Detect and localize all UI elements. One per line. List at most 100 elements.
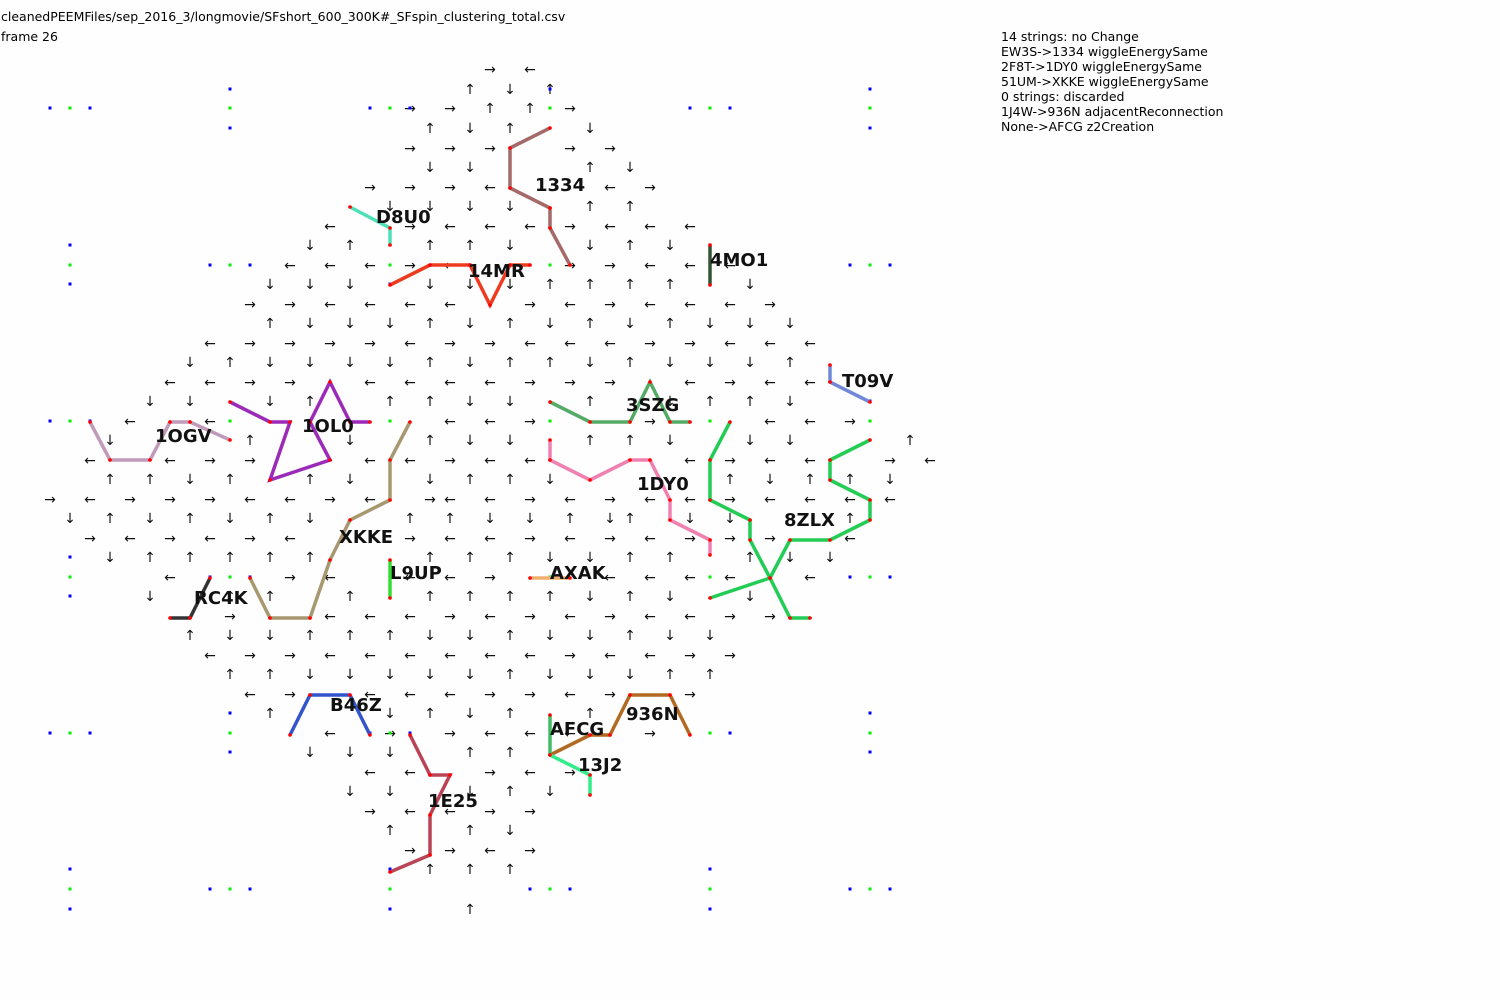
arrow-down-icon: ↓ — [624, 316, 636, 332]
arrow-up-icon: ↑ — [144, 472, 156, 488]
arrow-down-icon: ↓ — [704, 316, 716, 332]
arrow-up-icon: ↑ — [304, 628, 316, 644]
arrow-left-icon: ← — [684, 219, 696, 235]
site-marker-blue — [728, 731, 732, 735]
string-joint — [428, 853, 432, 857]
site-marker-green — [868, 419, 872, 423]
arrow-left-icon: ← — [844, 531, 856, 547]
arrow-up-icon: ↑ — [504, 121, 516, 137]
arrow-up-icon: ↑ — [624, 589, 636, 605]
arrow-down-icon: ↓ — [664, 238, 676, 254]
arrow-down-icon: ↓ — [304, 667, 316, 683]
arrow-left-icon: ← — [364, 687, 376, 703]
arrow-down-icon: ↓ — [584, 121, 596, 137]
site-marker-green — [868, 575, 872, 579]
arrow-left-icon: ← — [284, 531, 296, 547]
arrow-down-icon: ↓ — [464, 316, 476, 332]
site-marker-blue — [228, 711, 232, 715]
arrow-up-icon: ↑ — [704, 667, 716, 683]
string-joint — [708, 283, 712, 287]
arrow-up-icon: ↑ — [304, 550, 316, 566]
arrow-left-icon: ← — [324, 258, 336, 274]
arrow-right-icon: → — [444, 453, 456, 469]
arrow-right-icon: → — [564, 375, 576, 391]
site-marker-green — [68, 263, 72, 267]
site-marker-blue — [548, 87, 552, 91]
arrow-down-icon: ↓ — [424, 667, 436, 683]
arrow-right-icon: → — [244, 336, 256, 352]
arrow-down-icon: ↓ — [504, 823, 516, 839]
site-marker-green — [868, 263, 872, 267]
arrow-down-icon: ↓ — [304, 511, 316, 527]
string-joint — [708, 498, 712, 502]
arrow-down-icon: ↓ — [784, 316, 796, 332]
arrow-left-icon: ← — [564, 687, 576, 703]
arrow-left-icon: ← — [804, 336, 816, 352]
arrow-down-icon: ↓ — [424, 199, 436, 215]
site-marker-blue — [868, 87, 872, 91]
arrow-down-icon: ↓ — [64, 511, 76, 527]
arrow-right-icon: → — [524, 609, 536, 625]
string-joint — [368, 420, 372, 424]
string-joint — [548, 458, 552, 462]
string-joint — [188, 616, 192, 620]
arrow-down-icon: ↓ — [504, 199, 516, 215]
arrow-down-icon: ↓ — [304, 277, 316, 293]
string-joint — [388, 596, 392, 600]
arrow-up-icon: ↑ — [344, 589, 356, 605]
site-marker-green — [388, 419, 392, 423]
arrow-up-icon: ↑ — [664, 316, 676, 332]
arrow-left-icon: ← — [804, 453, 816, 469]
arrow-up-icon: ↑ — [744, 394, 756, 410]
arrow-right-icon: → — [404, 843, 416, 859]
string-14MR — [389, 263, 530, 309]
arrow-right-icon: → — [684, 687, 696, 703]
string-joint — [428, 773, 432, 777]
arrow-right-icon: → — [524, 375, 536, 391]
string-1334 — [508, 126, 572, 266]
string-joint — [568, 576, 572, 580]
arrow-right-icon: → — [404, 219, 416, 235]
arrow-up-icon: ↑ — [264, 667, 276, 683]
arrow-up-icon: ↑ — [384, 823, 396, 839]
site-marker-blue — [48, 731, 52, 735]
arrow-left-icon: ← — [444, 804, 456, 820]
arrow-up-icon: ↑ — [904, 433, 916, 449]
string-joint — [508, 263, 512, 267]
arrow-right-icon: → — [604, 141, 616, 157]
arrow-down-icon: ↓ — [664, 355, 676, 371]
string-label: 3SZG — [626, 395, 679, 416]
arrow-left-icon: ← — [444, 531, 456, 547]
arrow-right-icon: → — [444, 609, 456, 625]
arrow-down-icon: ↓ — [884, 472, 896, 488]
string-labels: 1334 D8U0 14MR 4MO1 T09V 3SZG 1OGV 1OL0 1DY0 8ZLX… — [155, 175, 893, 812]
arrow-right-icon: → — [404, 180, 416, 196]
string-joint — [748, 518, 752, 522]
string-joint — [828, 478, 832, 482]
arrow-up-icon: ↑ — [424, 355, 436, 371]
site-marker-blue — [888, 263, 892, 267]
arrow-down-icon: ↓ — [184, 472, 196, 488]
string-joint — [428, 813, 432, 817]
arrow-down-icon: ↓ — [484, 511, 496, 527]
arrow-up-icon: ↑ — [624, 511, 636, 527]
arrow-right-icon: → — [224, 609, 236, 625]
arrow-down-icon: ↓ — [464, 160, 476, 176]
arrow-down-icon: ↓ — [424, 472, 436, 488]
arrow-right-icon: → — [644, 726, 656, 742]
arrow-up-icon: ↑ — [624, 628, 636, 644]
arrow-down-icon: ↓ — [384, 355, 396, 371]
arrow-left-icon: ← — [764, 375, 776, 391]
arrow-left-icon: ← — [684, 609, 696, 625]
string-joint — [528, 576, 532, 580]
site-marker-blue — [228, 87, 232, 91]
string-joint — [228, 438, 232, 442]
arrow-down-icon: ↓ — [724, 511, 736, 527]
site-marker-blue — [48, 419, 52, 423]
arrow-left-icon: ← — [564, 492, 576, 508]
arrow-right-icon: → — [604, 531, 616, 547]
arrow-right-icon: → — [524, 843, 536, 859]
arrow-right-icon: → — [484, 687, 496, 703]
arrow-down-icon: ↓ — [424, 160, 436, 176]
arrow-up-icon: ↑ — [464, 902, 476, 918]
